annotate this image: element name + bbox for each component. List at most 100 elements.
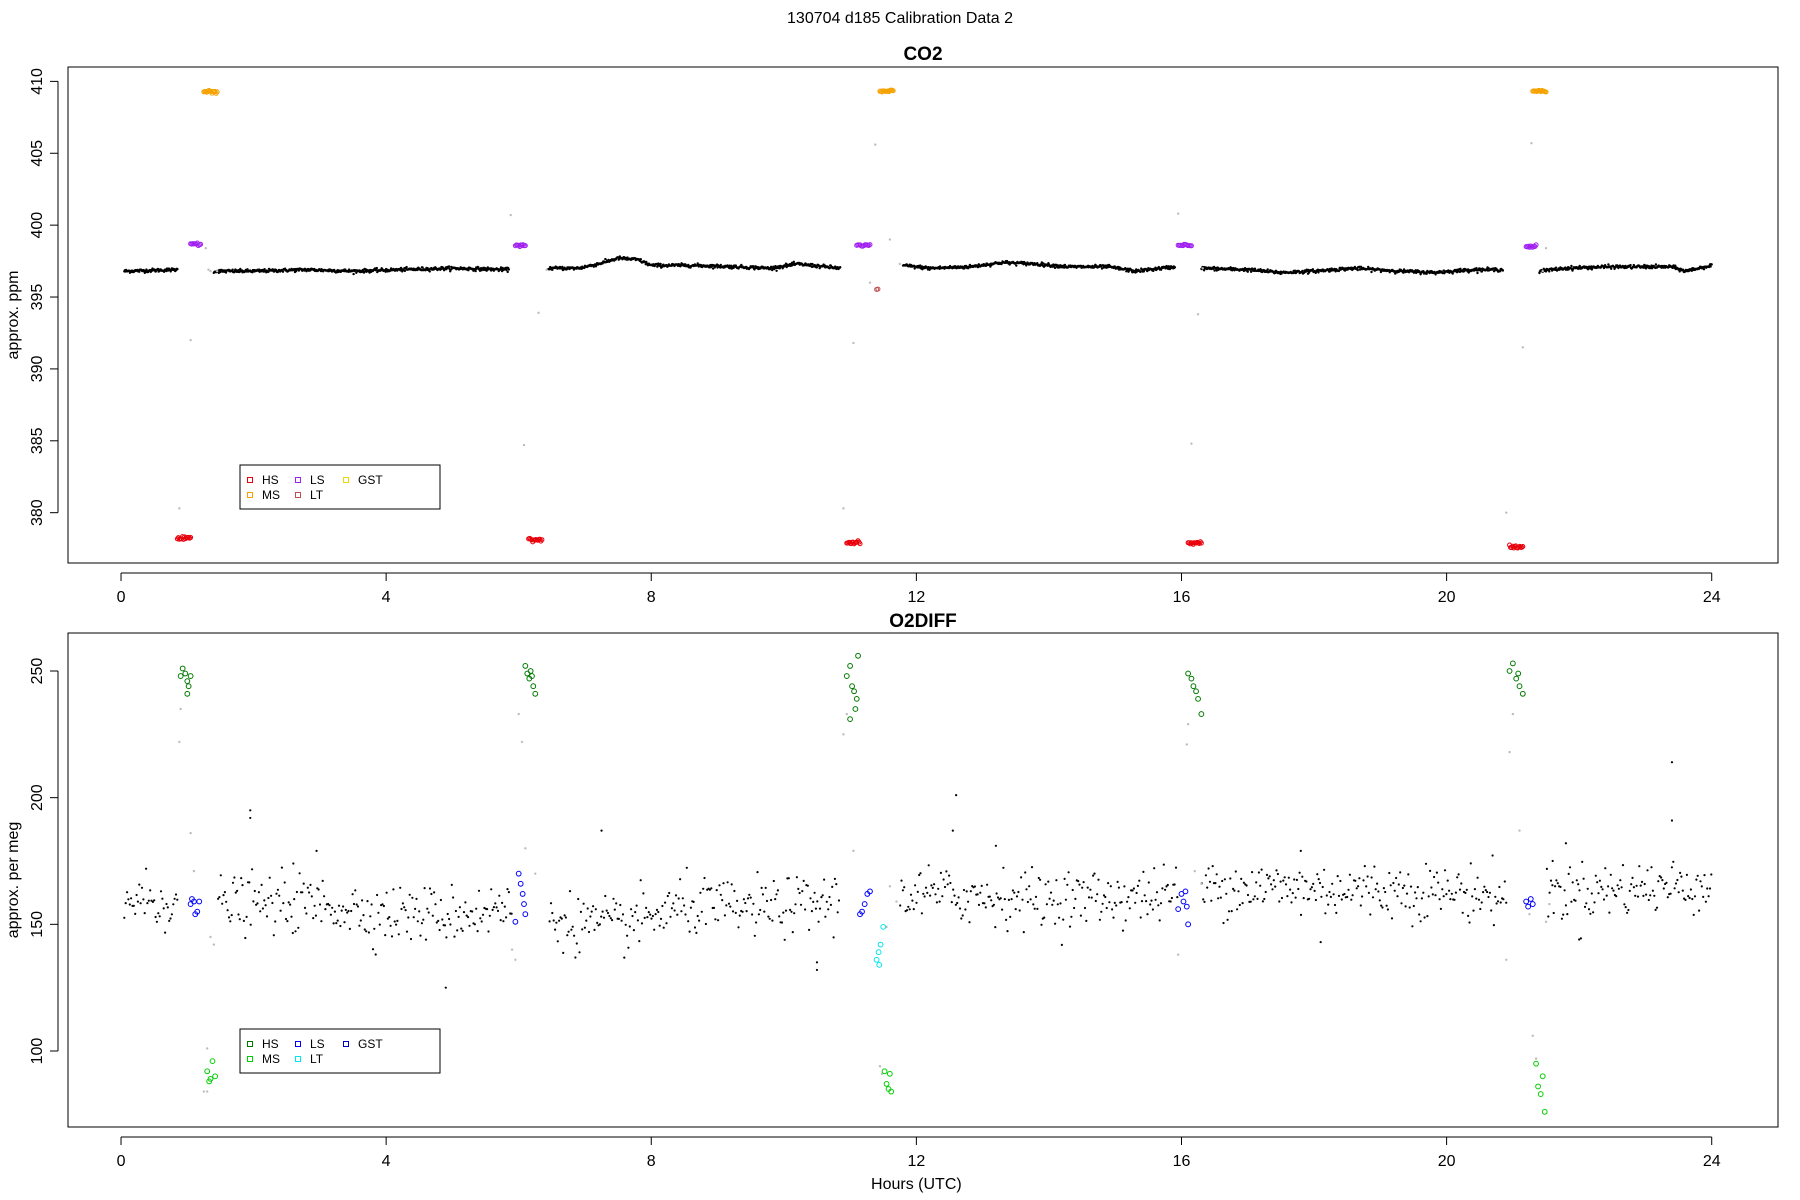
ambient-point — [1593, 901, 1596, 904]
ambient-point — [824, 915, 827, 918]
x-tick-label-co2: 24 — [1703, 589, 1721, 606]
ambient-point — [1435, 871, 1438, 874]
ambient-point — [1442, 895, 1445, 898]
ambient-point — [1665, 881, 1668, 884]
ambient-point — [1704, 900, 1707, 903]
ambient-point — [1356, 268, 1359, 272]
ambient-point — [146, 902, 149, 905]
calibration-ls-point — [1182, 888, 1189, 895]
ambient-point — [434, 903, 437, 906]
ambient-point — [389, 924, 392, 927]
calibration-ms-point — [886, 1070, 893, 1077]
ambient-point — [1347, 888, 1350, 891]
ambient-point — [775, 893, 778, 896]
ambient-point — [506, 888, 509, 891]
ambient-point — [276, 888, 279, 891]
ambient-point — [1083, 906, 1087, 910]
ambient-point — [1448, 889, 1451, 892]
ambient-point — [1607, 263, 1610, 266]
ambient-point — [1480, 901, 1483, 904]
ambient-point — [176, 898, 179, 901]
ambient-point — [1157, 904, 1160, 907]
ambient-point — [435, 921, 438, 924]
ambient-point — [1676, 878, 1679, 882]
ambient-point — [1691, 897, 1694, 901]
ambient-point — [1385, 904, 1388, 907]
ambient-point — [1454, 891, 1457, 894]
ambient-point — [988, 895, 991, 898]
ambient-point — [260, 883, 263, 887]
ambient-point — [563, 914, 566, 917]
ambient-point — [1276, 872, 1279, 876]
calibration-ls-point — [1523, 898, 1530, 905]
ambient-point — [499, 919, 502, 922]
ambient-point — [1672, 860, 1675, 863]
ambient-point — [1396, 895, 1399, 898]
ambient-point — [265, 915, 269, 918]
ambient-point — [447, 265, 451, 268]
x-tick-label-o2diff: 20 — [1438, 1153, 1456, 1170]
ambient-point — [1617, 887, 1620, 890]
ambient-point — [227, 916, 231, 919]
calibration-hs-point — [524, 670, 531, 677]
ambient-point — [1073, 906, 1076, 910]
ambient-point — [922, 892, 925, 895]
ambient-point — [920, 912, 924, 915]
ambient-point — [1077, 880, 1080, 883]
ambient-point — [1688, 896, 1691, 900]
ambient-point — [371, 948, 375, 951]
ambient-point — [1677, 891, 1680, 894]
ambient-point — [271, 268, 275, 271]
ambient-point — [1056, 903, 1059, 906]
ambient-point — [1392, 881, 1395, 885]
ambient-point — [594, 908, 597, 911]
ambient-point — [1358, 877, 1361, 880]
ambient-point — [1017, 890, 1020, 894]
calibration-ms-point — [881, 1068, 888, 1075]
ambient-point — [949, 881, 952, 885]
ambient-point — [1647, 898, 1650, 902]
ambient-point — [965, 890, 968, 893]
ambient-point — [703, 876, 706, 880]
ambient-point — [1249, 900, 1252, 903]
ambient-point — [903, 886, 906, 889]
ambient-point — [1415, 897, 1418, 900]
ambient-point — [1589, 912, 1592, 915]
ambient-point — [1234, 870, 1237, 873]
ambient-point — [737, 926, 740, 929]
ambient-point — [1710, 873, 1713, 876]
ambient-point — [350, 909, 353, 913]
calibration-lt-point — [875, 286, 881, 292]
ambient-point — [344, 908, 347, 912]
ambient-point — [1208, 880, 1212, 883]
panel-o2diff: O2DIFF 0 4 8 12 16 20 24 100 150 200 250 approx. per… — [5, 611, 1779, 1193]
ambient-point — [1036, 907, 1039, 911]
ambient-point — [1578, 264, 1581, 268]
ambient-point — [931, 886, 934, 890]
ambient-point — [1376, 882, 1379, 885]
ambient-point — [268, 876, 271, 879]
ambient-point — [722, 882, 725, 885]
ambient-point — [1082, 881, 1085, 884]
ambient-point — [474, 269, 477, 273]
ambient-point — [957, 896, 960, 899]
ambient-point — [352, 902, 356, 906]
ambient-point — [668, 891, 671, 895]
ambient-point — [1332, 893, 1335, 896]
ambient-point — [1566, 913, 1569, 916]
ambient-point — [329, 913, 332, 916]
ambient-outlier-point — [1670, 761, 1674, 764]
ambient-point — [1703, 874, 1706, 877]
ambient-point — [1161, 887, 1164, 890]
ambient-point — [1438, 898, 1441, 901]
ambient-point — [804, 908, 807, 911]
ambient-point — [620, 919, 623, 922]
ambient-point — [248, 881, 251, 884]
ambient-point — [407, 916, 410, 919]
ambient-point — [1492, 270, 1496, 273]
ambient-point — [1370, 270, 1373, 274]
ambient-point — [1044, 883, 1047, 886]
ambient-point — [1669, 892, 1672, 895]
ambient-point — [241, 884, 244, 887]
ambient-point — [310, 895, 313, 898]
